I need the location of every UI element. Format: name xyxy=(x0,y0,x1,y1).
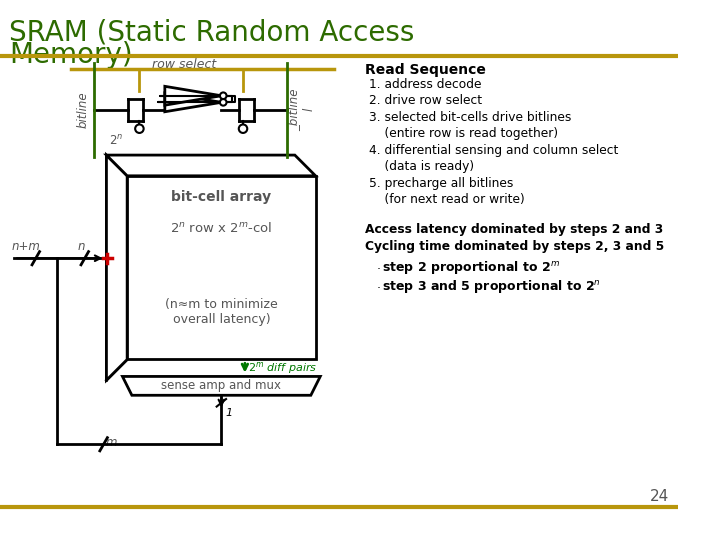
Text: (n≈m to minimize
overall latency): (n≈m to minimize overall latency) xyxy=(165,299,278,326)
Polygon shape xyxy=(122,376,320,395)
Text: 1. address decode: 1. address decode xyxy=(369,78,482,91)
Text: 2. drive row select: 2. drive row select xyxy=(369,94,482,107)
Circle shape xyxy=(135,125,144,133)
Text: m: m xyxy=(106,436,117,449)
Text: n+m: n+m xyxy=(12,240,40,253)
Text: step 3 and 5 proportional to 2$^{n}$: step 3 and 5 proportional to 2$^{n}$ xyxy=(382,278,601,294)
Text: .: . xyxy=(377,259,384,272)
Text: Cycling time dominated by steps 2, 3 and 5: Cycling time dominated by steps 2, 3 and… xyxy=(366,240,665,253)
Polygon shape xyxy=(165,93,221,112)
Polygon shape xyxy=(107,155,315,176)
Circle shape xyxy=(239,125,247,133)
Polygon shape xyxy=(165,86,221,105)
Text: (for next read or write): (for next read or write) xyxy=(369,193,525,206)
Text: 3. selected bit-cells drive bitlines: 3. selected bit-cells drive bitlines xyxy=(369,111,572,124)
Text: Read Sequence: Read Sequence xyxy=(366,63,486,77)
Text: n: n xyxy=(77,240,85,253)
Text: Access latency dominated by steps 2 and 3: Access latency dominated by steps 2 and … xyxy=(366,223,664,236)
Text: 4. differential sensing and column select: 4. differential sensing and column selec… xyxy=(369,144,618,157)
Text: 5. precharge all bitlines: 5. precharge all bitlines xyxy=(369,177,513,190)
FancyBboxPatch shape xyxy=(127,176,315,360)
Text: (entire row is read together): (entire row is read together) xyxy=(369,127,559,140)
Text: bit-cell array: bit-cell array xyxy=(171,190,271,204)
Text: Memory): Memory) xyxy=(9,41,133,69)
Circle shape xyxy=(220,92,227,99)
Circle shape xyxy=(220,99,227,106)
Text: bitline: bitline xyxy=(76,92,89,128)
Text: 24: 24 xyxy=(649,489,669,504)
Text: SRAM (Static Random Access: SRAM (Static Random Access xyxy=(9,18,415,46)
Text: _bitline
l: _bitline l xyxy=(287,89,315,131)
Text: $2^n$: $2^n$ xyxy=(109,133,124,147)
Text: row select: row select xyxy=(151,58,216,71)
Polygon shape xyxy=(107,155,127,380)
Text: step 2 proportional to 2$^{m}$: step 2 proportional to 2$^{m}$ xyxy=(382,259,561,276)
Text: $2^n$ row x $2^m$-col: $2^n$ row x $2^m$-col xyxy=(170,221,272,234)
Text: (data is ready): (data is ready) xyxy=(369,160,474,173)
Text: 1: 1 xyxy=(225,408,233,417)
Text: .: . xyxy=(377,278,384,291)
Text: sense amp and mux: sense amp and mux xyxy=(161,380,282,393)
Text: $2^m$ diff pairs: $2^m$ diff pairs xyxy=(248,360,317,376)
